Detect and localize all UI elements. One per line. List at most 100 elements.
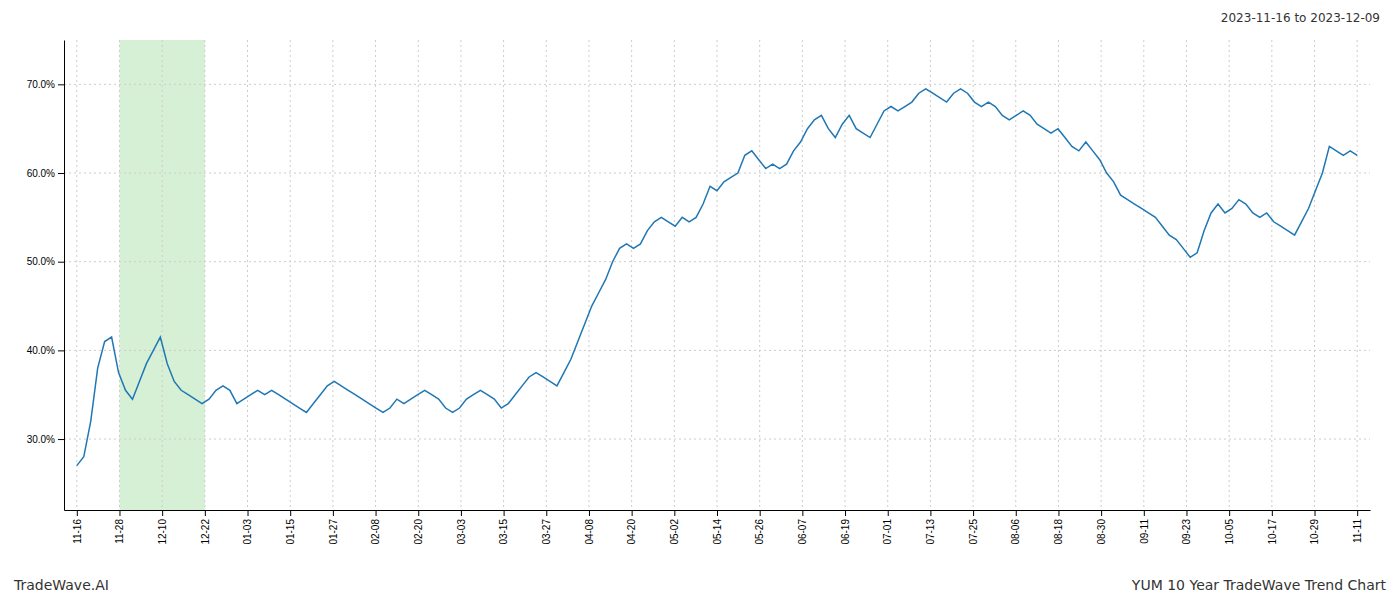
x-tick-label: 07-13 (925, 519, 936, 545)
y-tick-mark (58, 439, 64, 440)
x-tick-mark (760, 510, 761, 516)
x-tick: 04-08 (584, 510, 595, 545)
x-tick: 12-22 (200, 510, 211, 545)
grid-line-x (460, 40, 461, 510)
x-tick: 03-27 (541, 510, 552, 545)
x-tick-label: 05-02 (669, 519, 680, 545)
annotation: TradeWave.AI (13, 577, 109, 593)
grid-line-x (1015, 40, 1016, 510)
grid-line-x (1101, 40, 1102, 510)
x-tick-label: 06-19 (840, 519, 851, 545)
x-tick-label: 11-16 (72, 519, 83, 544)
x-tick-label: 10-05 (1224, 519, 1235, 545)
grid-line-y (64, 173, 1370, 174)
x-tick: 01-15 (285, 510, 296, 545)
grid-line-x (332, 40, 333, 510)
grid-line-x (76, 40, 77, 510)
grid-line-y (64, 84, 1370, 85)
x-tick-label: 11-11 (1352, 519, 1363, 544)
x-tick-label: 12-10 (157, 519, 168, 545)
grid-line-x (1229, 40, 1230, 510)
x-tick-label: 08-30 (1096, 519, 1107, 545)
x-tick: 06-19 (840, 510, 851, 545)
x-tick-mark (376, 510, 377, 516)
grid (64, 40, 1370, 510)
x-tick: 08-06 (1010, 510, 1021, 545)
x-tick: 05-02 (669, 510, 680, 545)
x-tick-label: 01-15 (285, 519, 296, 545)
x-tick-mark (973, 510, 974, 516)
x-tick-mark (418, 510, 419, 516)
grid-line-x (631, 40, 632, 510)
grid-line-x (930, 40, 931, 510)
grid-line-x (119, 40, 120, 510)
x-tick-mark (1186, 510, 1187, 516)
x-tick-mark (504, 510, 505, 516)
x-tick-mark (77, 510, 78, 516)
grid-line-x (588, 40, 589, 510)
x-tick-label: 03-03 (456, 519, 467, 545)
y-tick-mark (58, 84, 64, 85)
x-tick: 10-17 (1267, 510, 1278, 545)
x-tick-mark (802, 510, 803, 516)
grid-line-x (845, 40, 846, 510)
x-tick-label: 04-08 (584, 519, 595, 545)
x-tick: 10-29 (1309, 510, 1320, 545)
grid-line-x (717, 40, 718, 510)
grid-line-y (64, 439, 1370, 440)
grid-line-x (1357, 40, 1358, 510)
x-tick-label: 12-22 (200, 519, 211, 545)
x-tick: 07-25 (968, 510, 979, 545)
x-tick-label: 03-15 (498, 519, 509, 545)
x-tick-label: 08-18 (1053, 519, 1064, 545)
title: YUM 10 Year TradeWave Trend Chart (1131, 577, 1387, 593)
x-tick-label: 09-11 (1138, 519, 1149, 544)
x-tick-mark (930, 510, 931, 516)
subtitle: 2023-11-16 to 2023-12-09 (1221, 11, 1380, 25)
x-tick: 04-20 (626, 510, 637, 545)
grid-line-x (674, 40, 675, 510)
x-tick-label: 01-03 (242, 519, 253, 545)
y-tick-label: 60.0% (27, 168, 55, 179)
x-tick: 08-30 (1096, 510, 1107, 545)
x-tick-mark (632, 510, 633, 516)
y-axis-line (64, 41, 65, 511)
x-tick: 01-27 (328, 510, 339, 545)
x-tick: 11-28 (114, 510, 125, 544)
x-axis: 11-16 11-28 12-10 12-22 01-03 01-15 01-27 02-08… (65, 510, 1371, 545)
x-tick-mark (717, 510, 718, 516)
x-tick-label: 02-08 (370, 519, 381, 545)
x-tick: 02-20 (413, 510, 424, 545)
x-tick-label: 07-01 (882, 519, 893, 545)
x-tick: 12-10 (157, 510, 168, 545)
x-tick: 03-15 (498, 510, 509, 545)
grid-line-x (204, 40, 205, 510)
x-tick-mark (589, 510, 590, 516)
x-tick-mark (845, 510, 846, 516)
y-tick: 60.0% (27, 168, 64, 179)
x-tick: 05-26 (754, 510, 765, 545)
x-tick-mark (888, 510, 889, 516)
y-tick: 50.0% (27, 256, 64, 267)
grid-line-x (247, 40, 248, 510)
x-tick-label: 04-20 (626, 519, 637, 545)
grid-line-x (1058, 40, 1059, 510)
x-tick-label: 05-26 (754, 519, 765, 545)
grid-line-x (1186, 40, 1187, 510)
x-tick: 08-18 (1053, 510, 1064, 545)
y-tick: 40.0% (27, 345, 64, 356)
x-tick: 07-01 (882, 510, 893, 545)
spans (119, 40, 204, 510)
x-tick: 06-07 (797, 510, 808, 545)
x-tick-mark (333, 510, 334, 516)
y-tick-mark (58, 173, 64, 174)
x-tick-label: 11-28 (114, 519, 125, 544)
x-tick-label: 06-07 (797, 519, 808, 545)
x-tick-label: 05-14 (712, 519, 723, 545)
x-tick-mark (290, 510, 291, 516)
x-tick: 01-03 (242, 510, 253, 545)
x-tick-mark (1229, 510, 1230, 516)
grid-line-x (1271, 40, 1272, 510)
x-tick-mark (205, 510, 206, 516)
chart: 11-16 11-28 12-10 12-22 01-03 01-15 01-27 02-08… (0, 0, 1400, 600)
